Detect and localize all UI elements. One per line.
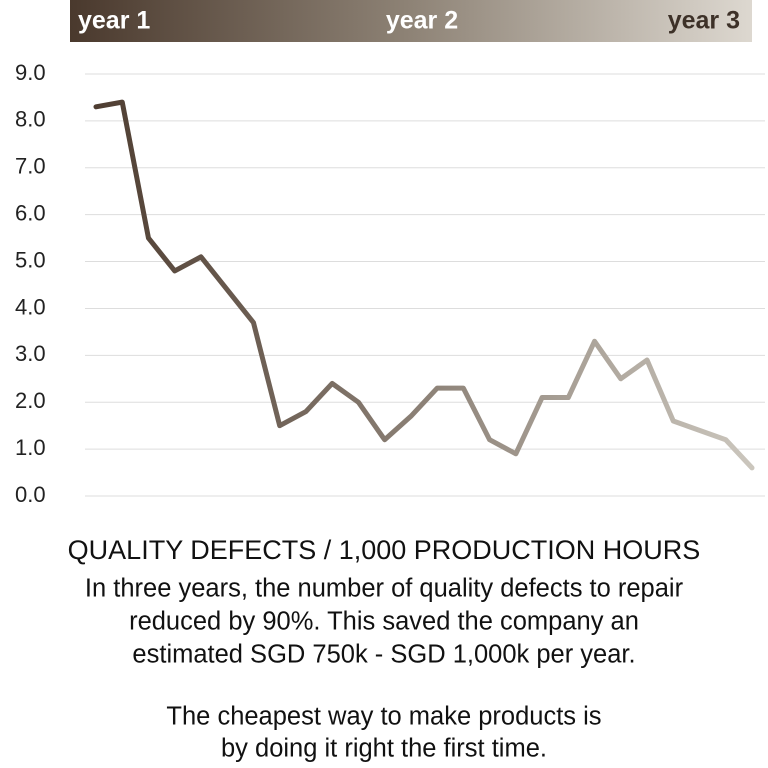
chart-title: QUALITY DEFECTS / 1,000 PRODUCTION HOURS	[68, 535, 701, 565]
tagline-line: by doing it right the first time.	[221, 735, 547, 763]
header-band	[70, 0, 752, 42]
y-tick-label: 2.0	[15, 388, 46, 413]
y-tick-label: 6.0	[15, 200, 46, 225]
y-tick-label: 1.0	[15, 435, 46, 460]
header-label: year 3	[668, 7, 740, 35]
tagline-line: The cheapest way to make products is	[166, 703, 601, 731]
y-tick-label: 8.0	[15, 107, 46, 132]
y-tick-label: 5.0	[15, 247, 46, 272]
caption-line: reduced by 90%. This saved the company a…	[129, 608, 639, 636]
data-line	[93, 99, 755, 471]
header-label: year 2	[386, 7, 458, 35]
caption-line: In three years, the number of quality de…	[85, 575, 684, 603]
y-tick-label: 3.0	[15, 341, 46, 366]
y-tick-label: 7.0	[15, 154, 46, 179]
header-label: year 1	[78, 7, 150, 35]
y-tick-label: 9.0	[15, 60, 46, 85]
caption-line: estimated SGD 750k - SGD 1,000k per year…	[132, 641, 635, 669]
y-tick-label: 0.0	[15, 482, 46, 507]
y-tick-label: 4.0	[15, 294, 46, 319]
caption: In three years, the number of quality de…	[85, 575, 684, 763]
plot-area: 0.0 1.0 2.0 3.0 4.0 5.0 6.0 7.0 8.0 9.0	[15, 60, 765, 507]
